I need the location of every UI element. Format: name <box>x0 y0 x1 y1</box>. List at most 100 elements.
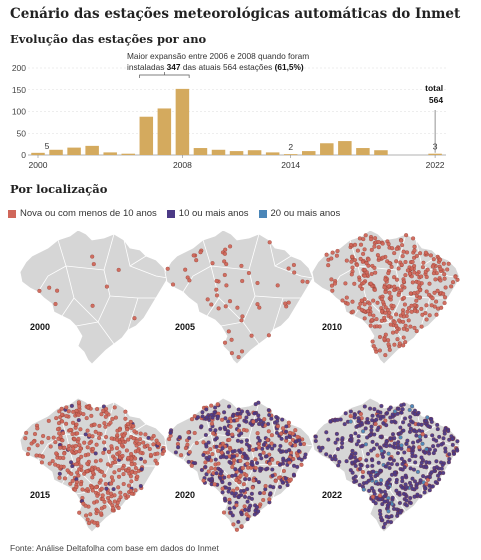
station-dot <box>78 446 84 451</box>
station-dot <box>60 431 66 436</box>
station-dot <box>352 479 357 484</box>
station-dot <box>288 477 293 482</box>
map-year-label: 2000 <box>30 322 50 332</box>
station-dot <box>405 309 410 314</box>
station-dot <box>87 403 92 408</box>
station-dot <box>125 426 130 431</box>
station-dot <box>195 415 201 420</box>
station-dot <box>228 424 233 429</box>
annotation-text: das atuais 564 estações <box>181 62 275 72</box>
station-dot <box>380 255 385 260</box>
station-dot <box>58 466 63 471</box>
station-dot <box>84 513 89 518</box>
station-dot <box>249 333 254 338</box>
station-dot <box>186 451 191 456</box>
station-dot <box>407 422 412 428</box>
station-dot <box>349 272 354 277</box>
station-dot <box>380 294 385 299</box>
station-dot <box>130 421 135 427</box>
station-dot <box>388 284 393 289</box>
station-dot <box>429 419 434 424</box>
station-dot <box>96 467 101 472</box>
station-dot <box>411 445 416 450</box>
station-dot <box>434 438 439 443</box>
station-dot <box>414 433 419 438</box>
bar <box>356 148 370 155</box>
station-dot <box>407 429 413 434</box>
station-dot <box>92 465 97 470</box>
station-dot <box>120 437 125 442</box>
station-dot <box>360 443 365 448</box>
station-dot <box>434 299 439 304</box>
station-dot <box>223 427 228 432</box>
state-border <box>365 297 391 323</box>
station-dot <box>267 408 272 414</box>
station-dot <box>402 465 407 470</box>
station-dot <box>228 244 233 249</box>
station-dot <box>108 500 113 505</box>
station-dot <box>440 268 445 273</box>
brazil-map-2022: 2022 <box>311 397 461 533</box>
station-dot <box>361 267 366 272</box>
station-dot <box>69 403 74 408</box>
station-dot <box>134 439 139 444</box>
bar <box>175 88 190 155</box>
station-dot <box>209 466 214 471</box>
station-dot <box>218 442 224 447</box>
station-dot <box>442 428 447 434</box>
station-dot <box>238 489 244 494</box>
station-dot <box>379 256 384 261</box>
station-dot <box>378 468 383 473</box>
station-dot <box>286 457 291 462</box>
station-dot <box>371 298 376 303</box>
station-dot <box>412 244 417 249</box>
station-dot <box>240 278 245 284</box>
station-dot <box>394 259 399 264</box>
station-dot <box>201 452 206 458</box>
station-dot <box>121 472 126 477</box>
station-dot <box>424 447 429 452</box>
station-dot <box>394 323 399 328</box>
station-dot <box>386 461 391 466</box>
station-dot <box>153 452 158 457</box>
station-dot <box>394 246 399 251</box>
station-dot <box>105 488 110 493</box>
station-dot <box>382 499 387 504</box>
station-dot <box>329 283 335 288</box>
station-dot <box>368 432 373 438</box>
station-dot <box>64 421 69 426</box>
station-dot <box>369 424 374 429</box>
station-dot <box>79 499 84 504</box>
station-dot <box>391 444 396 449</box>
station-dot <box>278 443 283 449</box>
station-dot <box>410 420 415 425</box>
state-border <box>65 233 115 271</box>
station-dot <box>372 491 377 496</box>
station-dot <box>362 404 367 409</box>
station-dot <box>129 479 134 484</box>
station-dot <box>455 439 460 444</box>
station-dot <box>424 481 429 486</box>
station-dot <box>291 262 296 268</box>
station-dot <box>121 463 126 468</box>
station-dot <box>361 481 366 486</box>
map-year-label: 2015 <box>30 490 50 500</box>
station-dot <box>266 460 271 465</box>
station-dot <box>186 459 191 464</box>
station-dot <box>77 443 82 448</box>
station-dot <box>236 423 242 428</box>
station-dot <box>358 242 364 247</box>
station-dot <box>371 499 376 504</box>
station-dot <box>300 279 305 284</box>
station-dot <box>396 445 401 450</box>
station-dot <box>285 479 290 484</box>
state-border <box>220 295 256 327</box>
brazil-outline <box>164 397 314 533</box>
station-dot <box>242 504 247 509</box>
station-dot <box>396 327 401 332</box>
station-dot <box>392 445 397 450</box>
station-dot <box>453 274 458 279</box>
station-dot <box>193 253 198 258</box>
station-dot <box>398 508 403 514</box>
station-dot <box>383 418 388 423</box>
